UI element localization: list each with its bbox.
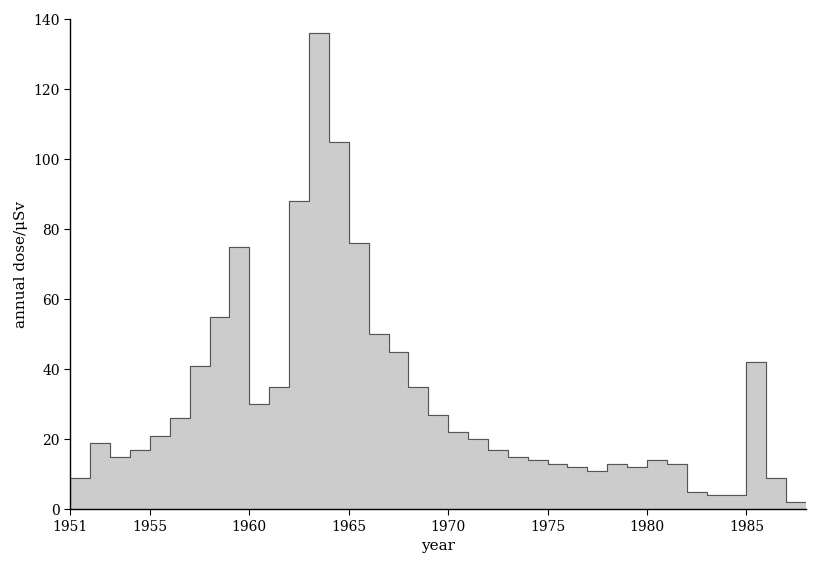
X-axis label: year: year — [421, 539, 455, 553]
Y-axis label: annual dose/μSv: annual dose/μSv — [14, 201, 28, 328]
Polygon shape — [70, 33, 805, 509]
